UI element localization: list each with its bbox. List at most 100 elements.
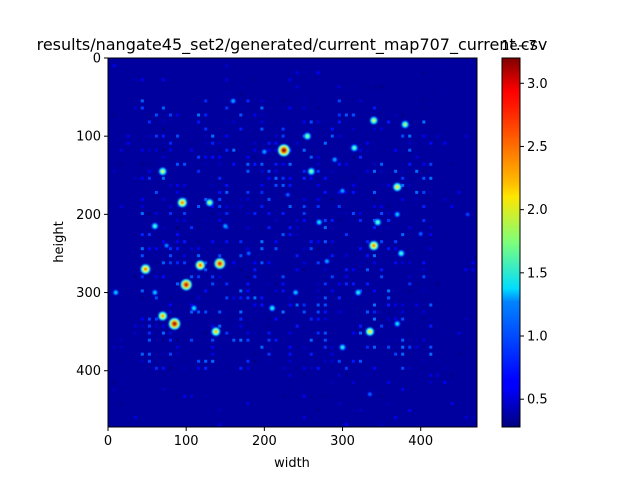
heatmap-cell [323,169,327,173]
colorbar-ticks: 0.5 1.0 1.5 2.0 2.5 3.0 [520,77,548,408]
heatmap-cell [429,352,433,356]
heatmap-cell [140,176,144,180]
heatmap-cell [176,394,179,398]
heatmap-cell [323,268,327,272]
heatmap-cell [218,155,222,159]
heatmap-hotspot [396,322,399,325]
heatmap-cell [351,331,355,335]
heatmap-cell [119,92,123,96]
heatmap-cell [119,345,123,349]
heatmap-hotspot [372,119,376,122]
heatmap-cell [274,141,278,145]
heatmap-cell [140,254,144,258]
heatmap-cell [309,387,313,391]
heatmap-cell [169,331,172,335]
heatmap-cell [119,275,123,279]
heatmap-cell [154,317,158,321]
heatmap-cell [387,120,391,124]
heatmap-cell [204,394,208,398]
heatmap-cell [429,120,433,124]
heatmap-cell [316,176,320,180]
y-tick-label: 0 [93,52,101,67]
heatmap-cell [457,190,461,194]
heatmap-cell [147,331,151,335]
heatmap-cell [422,261,426,265]
heatmap-cell [112,380,116,384]
heatmap-cell [281,127,285,131]
heatmap-cell [260,289,264,293]
heatmap-cell [450,402,454,405]
heatmap-hotspot [161,314,165,318]
heatmap-cell [281,162,285,166]
heatmap-cell [387,219,391,222]
heatmap-cell [450,162,454,166]
heatmap-cell [415,197,419,201]
heatmap-cell [359,331,362,335]
heatmap-cell [253,183,257,187]
heatmap-cell [302,345,306,349]
heatmap-cell [330,169,334,173]
heatmap-cell [133,324,137,328]
heatmap-cell [133,78,137,82]
heatmap-cell [161,78,165,82]
heatmap-cell [232,162,236,166]
heatmap-cell [267,212,271,215]
heatmap-cell [337,99,341,103]
y-tick-label: 200 [76,208,101,223]
heatmap-cell [197,219,201,222]
heatmap-cell [112,387,116,391]
heatmap-cell [330,226,334,230]
heatmap-hotspot [153,291,156,294]
heatmap-hotspot [310,170,313,173]
heatmap-cell [359,409,362,412]
heatmap-cell [429,247,433,251]
heatmap-cell [429,162,433,166]
heatmap-cell [302,219,306,222]
heatmap-cell [119,162,123,166]
heatmap-cell [337,205,341,208]
heatmap-cell [211,240,215,244]
heatmap-cell [232,296,236,300]
heatmap-cell [260,219,264,222]
heatmap-cell [204,155,208,159]
heatmap-cell [422,176,426,180]
heatmap-cell [225,92,229,96]
heatmap-cell [211,155,215,159]
heatmap-cell [387,380,391,384]
heatmap-cell [394,148,398,152]
y-tick-label: 300 [76,286,101,301]
heatmap-cell [281,310,285,314]
heatmap-cell [260,106,264,110]
heatmap-cell [204,261,208,265]
heatmap-cell [330,275,334,279]
heatmap-cell [147,169,151,173]
heatmap-cell [281,268,285,272]
heatmap-cell [380,85,384,89]
heatmap-cell [239,317,243,321]
heatmap-cell [422,120,426,124]
heatmap-cell [295,268,299,272]
heatmap-cell [302,205,306,208]
heatmap-cell [422,205,426,208]
heatmap-cell [197,254,201,258]
heatmap-cell [429,380,433,384]
heatmap-cell [394,317,398,321]
heatmap-cell [408,134,412,138]
heatmap-cell [316,247,320,251]
heatmap-hotspot [403,123,407,126]
heatmap-cell [190,268,194,272]
heatmap-cell [366,282,369,286]
heatmap-cell [267,331,271,335]
heatmap-cell [295,324,299,328]
x-tick-label: 200 [252,434,277,449]
heatmap-cell [450,380,454,384]
heatmap-cell [464,268,468,272]
heatmap-cell [260,303,264,307]
heatmap-cell [302,310,306,314]
heatmap-cell [415,345,419,349]
heatmap-cell [169,310,172,314]
heatmap-cell [401,233,405,237]
heatmap-cell [253,212,257,215]
heatmap-cell [274,247,278,251]
heatmap-cell [450,373,454,377]
